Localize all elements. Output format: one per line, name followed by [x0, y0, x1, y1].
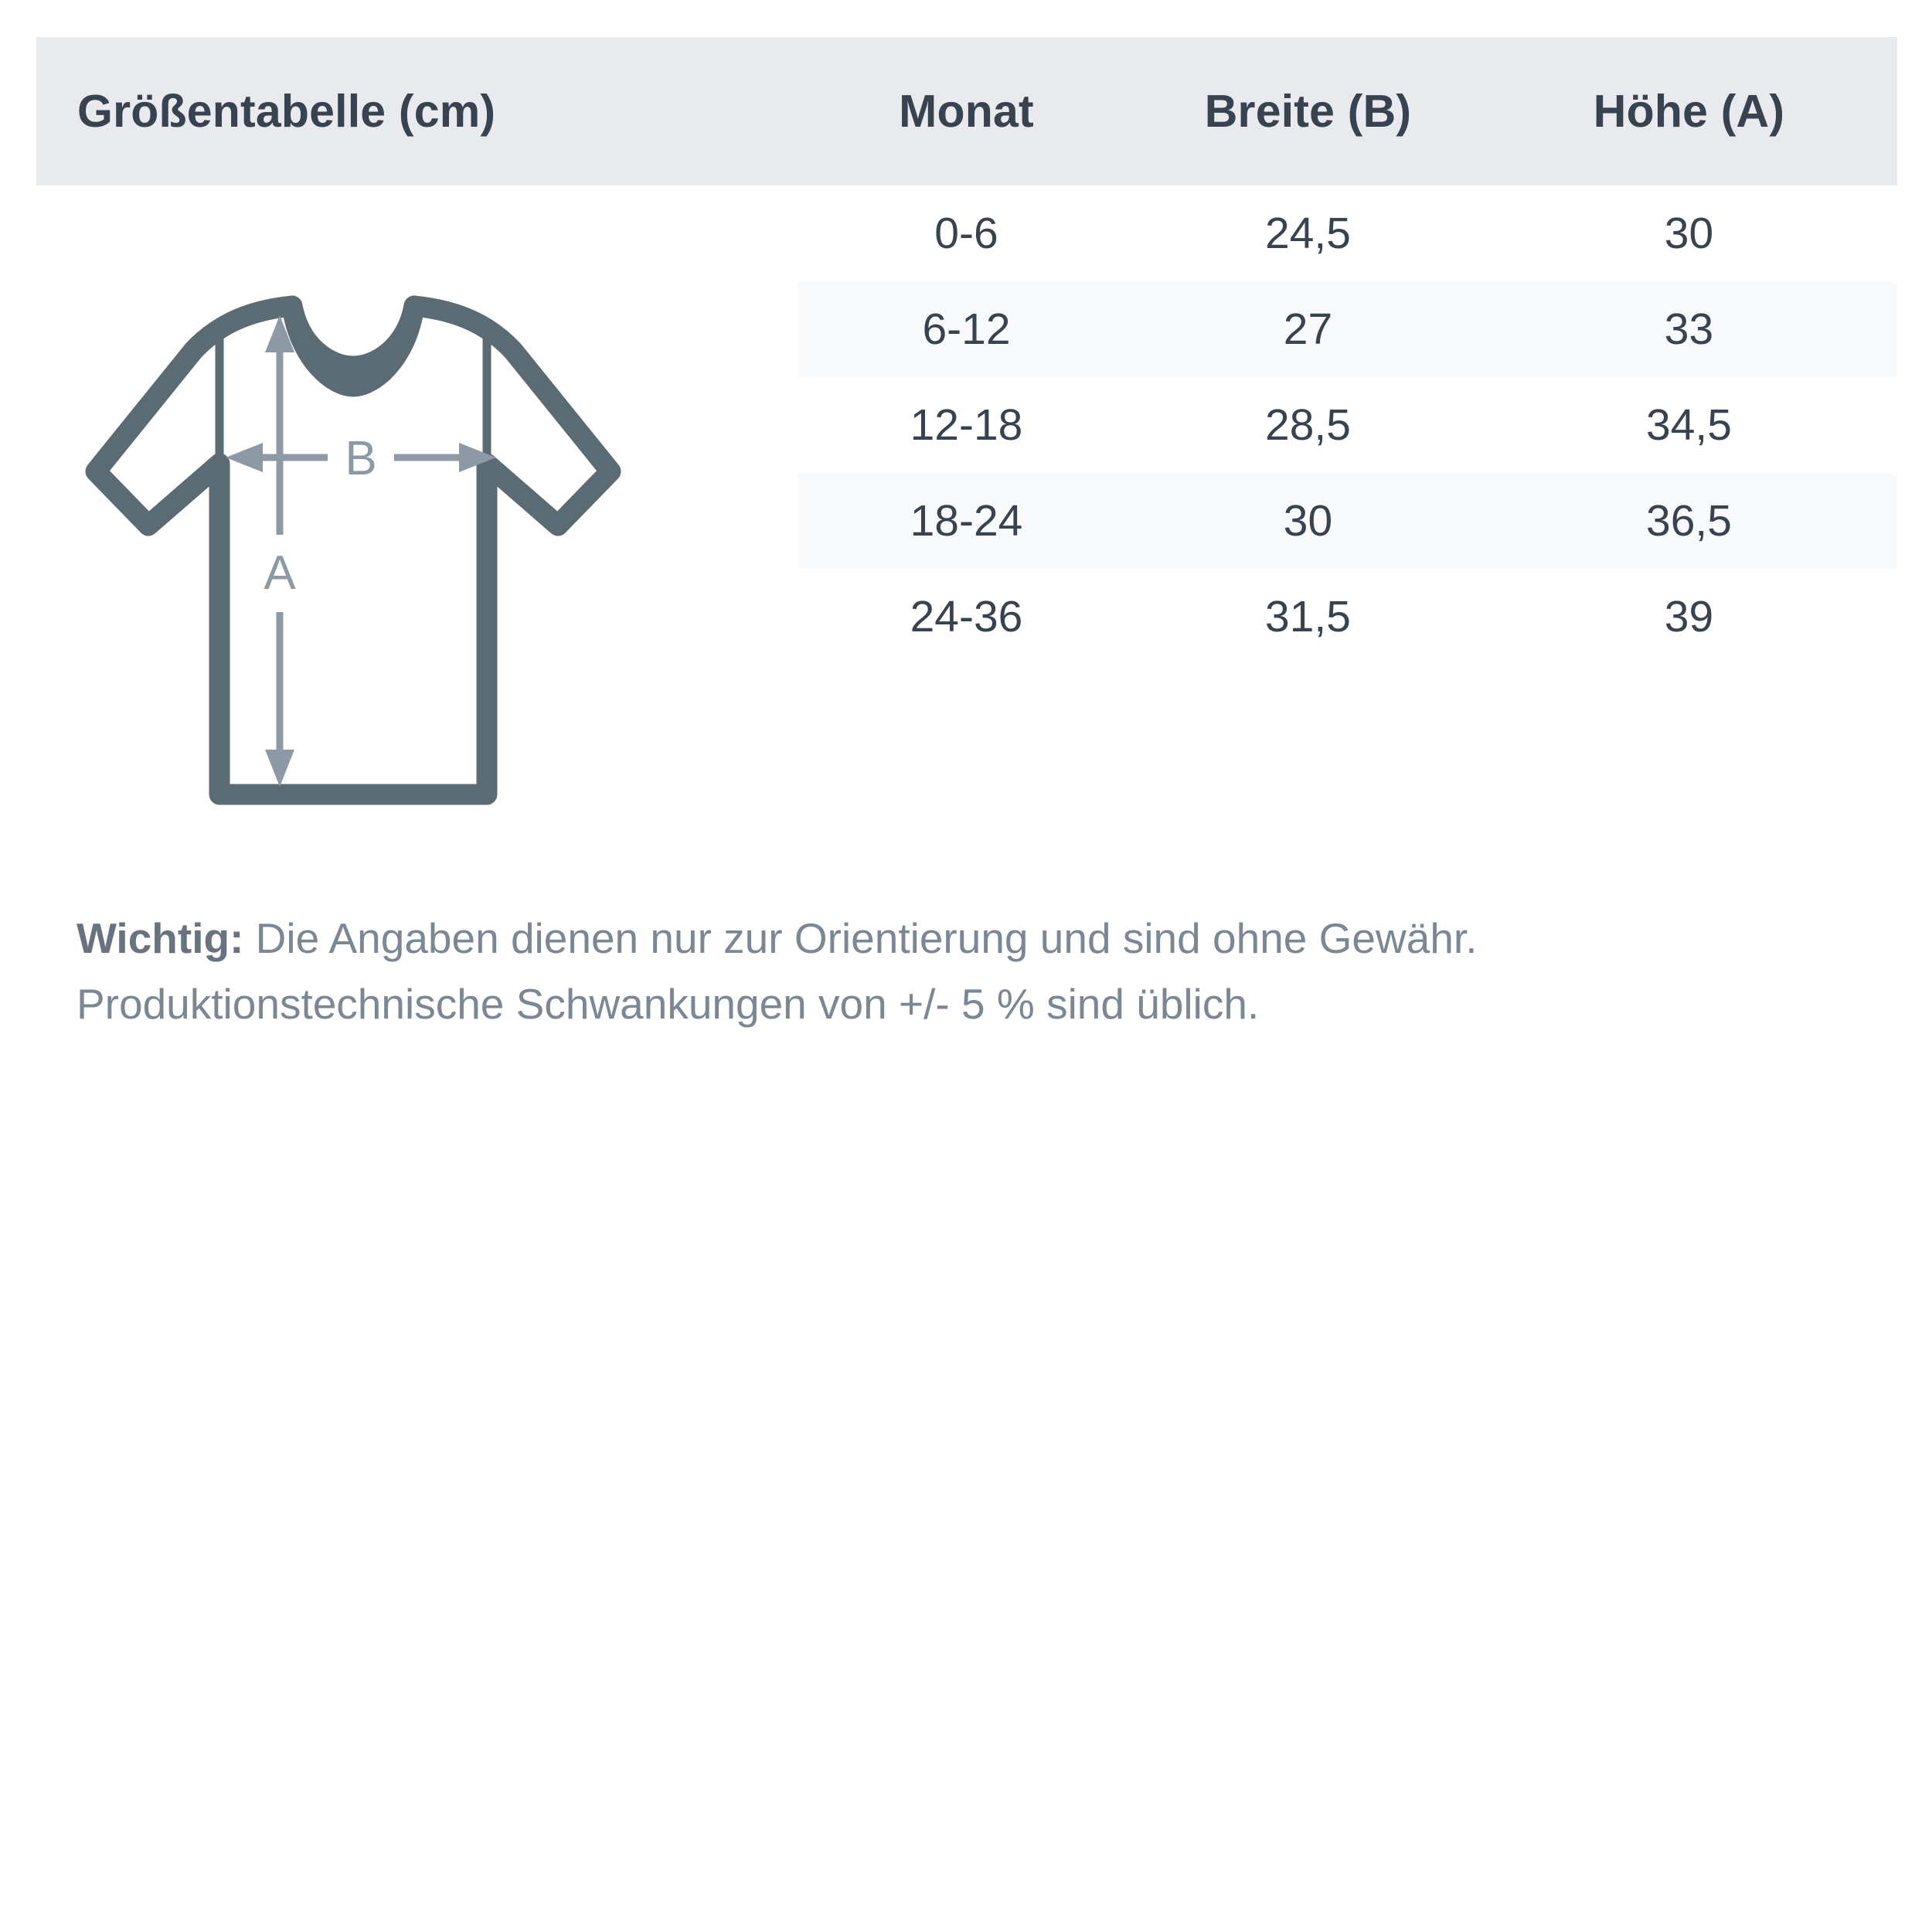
column-header-hoehe: Höhe (A) — [1593, 86, 1785, 137]
table-body: A B 0-6 24,5 30 — [36, 185, 1897, 805]
table-title: Größentabelle (cm) — [77, 86, 496, 137]
disclaimer-note: Wichtig: Die Angaben dienen nur zur Orie… — [77, 906, 1877, 1037]
cell-monat: 6-12 — [922, 304, 1011, 354]
cell-breite: 30 — [1283, 496, 1333, 546]
column-header-breite: Breite (B) — [1204, 86, 1412, 137]
cell-breite: 28,5 — [1265, 400, 1351, 450]
height-arrow-a — [245, 315, 315, 787]
cell-monat: 18-24 — [910, 496, 1023, 546]
table-header: Größentabelle (cm) Monat Breite (B) Höhe… — [36, 37, 1897, 185]
disclaimer-text: Die Angaben dienen nur zur Orientierung … — [77, 914, 1478, 1028]
width-label-b: B — [345, 432, 376, 485]
size-chart-table: Größentabelle (cm) Monat Breite (B) Höhe… — [36, 37, 1897, 805]
cell-monat: 24-36 — [910, 592, 1023, 641]
width-arrow-b — [226, 423, 496, 493]
cell-breite: 27 — [1283, 304, 1333, 354]
cell-breite: 24,5 — [1265, 209, 1351, 258]
tshirt-icon: A B — [85, 295, 621, 805]
table-row: 12-18 28,5 34,5 — [36, 377, 1897, 473]
tshirt-neckline — [281, 295, 425, 397]
cell-monat: 0-6 — [934, 209, 998, 258]
cell-hoehe: 30 — [1664, 209, 1714, 258]
table-row: 24-36 31,5 39 — [36, 569, 1897, 665]
table-row: A B 0-6 24,5 30 — [36, 185, 1897, 805]
cell-monat: 12-18 — [910, 400, 1023, 450]
cell-hoehe: 33 — [1664, 304, 1714, 354]
table-header-row: Größentabelle (cm) Monat Breite (B) Höhe… — [36, 37, 1897, 185]
cell-hoehe: 39 — [1664, 592, 1714, 641]
tshirt-diagram-cell: A B — [36, 185, 798, 805]
cell-hoehe: 34,5 — [1646, 400, 1732, 450]
column-header-monat: Monat — [899, 86, 1034, 137]
cell-breite: 31,5 — [1265, 592, 1351, 641]
cell-hoehe: 36,5 — [1646, 496, 1732, 546]
disclaimer-label: Wichtig: — [77, 914, 244, 962]
height-label-a: A — [264, 546, 296, 600]
